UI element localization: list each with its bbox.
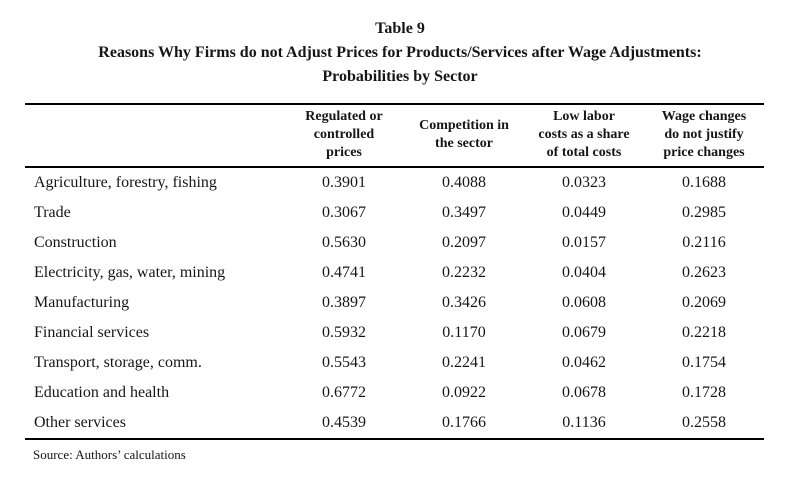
probability-value-cell: 0.1754 <box>682 354 726 371</box>
probability-value-cell: 0.0679 <box>562 324 606 341</box>
probability-value-cell: 0.3426 <box>442 294 486 311</box>
probability-value-cell: 0.2232 <box>442 264 486 281</box>
header-low-labor-costs: Low labor costs as a share of total cost… <box>538 109 630 160</box>
header-competition: Competition in the sector <box>419 118 509 151</box>
probability-value-cell: 0.0922 <box>442 384 486 401</box>
probability-value-cell: 0.0449 <box>562 204 606 221</box>
probability-value-cell: 0.0678 <box>562 384 606 401</box>
table-row: Transport, storage, comm. 0.5543 0.2241 0.0… <box>25 348 764 378</box>
probability-value-cell: 0.1170 <box>442 324 486 341</box>
probability-value-cell: 0.1688 <box>682 174 726 191</box>
probability-value-cell: 0.2097 <box>442 234 486 251</box>
table-number: Table 9 <box>375 20 425 37</box>
probability-value-cell: 0.2558 <box>682 414 726 431</box>
probability-value-cell: 0.3901 <box>322 174 366 191</box>
table-body: Agriculture, forestry, fishing 0.3901 0.40… <box>25 167 764 439</box>
table-row: Education and health 0.6772 0.0922 0.0678 0.… <box>25 378 764 408</box>
probability-value-cell: 0.2218 <box>682 324 726 341</box>
table-row: Other services 0.4539 0.1766 0.1136 0.2558 <box>25 408 764 439</box>
probability-value-cell: 0.2116 <box>682 234 726 251</box>
probability-value-cell: 0.0608 <box>562 294 606 311</box>
probability-value-cell: 0.0157 <box>562 234 606 251</box>
probability-value-cell: 0.0404 <box>562 264 606 281</box>
probability-value-cell: 0.0323 <box>562 174 606 191</box>
probability-value-cell: 0.2069 <box>682 294 726 311</box>
probability-value-cell: 0.5630 <box>322 234 366 251</box>
probability-value-cell: 0.4741 <box>322 264 366 281</box>
sector-label-cell: Financial services <box>34 324 150 341</box>
table-row: Construction 0.5630 0.2097 0.0157 0.2116 <box>25 228 764 258</box>
sector-label-cell: Manufacturing <box>34 294 130 311</box>
table-row: Electricity, gas, water, mining 0.4741 0.2… <box>25 258 764 288</box>
header-wage-changes: Wage changes do not justify price change… <box>661 109 747 160</box>
header-row: Regulated or controlled prices Competiti… <box>25 104 764 167</box>
header-regulated-prices: Regulated or controlled prices <box>305 109 383 160</box>
header-sector-empty <box>25 104 284 167</box>
table-row: Financial services 0.5932 0.1170 0.0679 0.22… <box>25 318 764 348</box>
probability-value-cell: 0.5932 <box>322 324 366 341</box>
probability-value-cell: 0.1728 <box>682 384 726 401</box>
sector-label-cell: Construction <box>34 234 117 251</box>
probability-value-cell: 0.3497 <box>442 204 486 221</box>
probability-value-cell: 0.6772 <box>322 384 366 401</box>
sector-label-cell: Electricity, gas, water, mining <box>34 264 226 281</box>
table-row: Trade 0.3067 0.3497 0.0449 0.2985 <box>25 198 764 228</box>
probability-value-cell: 0.5543 <box>322 354 366 371</box>
table-header: Regulated or controlled prices Competiti… <box>25 104 764 167</box>
probability-value-cell: 0.3897 <box>322 294 366 311</box>
probability-value-cell: 0.1766 <box>442 414 486 431</box>
probability-value-cell: 0.3067 <box>322 204 366 221</box>
table-title-line1: Reasons Why Firms do not Adjust Prices f… <box>98 44 702 61</box>
sector-label-cell: Agriculture, forestry, fishing <box>34 174 217 191</box>
probability-value-cell: 0.2241 <box>442 354 486 371</box>
probability-value-cell: 0.1136 <box>562 414 606 431</box>
probability-value-cell: 0.2985 <box>682 204 726 221</box>
table-row: Agriculture, forestry, fishing 0.3901 0.40… <box>25 167 764 198</box>
probability-value-cell: 0.0462 <box>562 354 606 371</box>
probability-value-cell: 0.4539 <box>322 414 366 431</box>
probabilities-table: Regulated or controlled prices Competiti… <box>25 103 764 440</box>
source-note: Source: Authors’ calculations <box>33 447 186 462</box>
sector-label-cell: Education and health <box>34 384 170 401</box>
document-page: Table 9 Reasons Why Firms do not Adjust … <box>0 0 800 462</box>
probability-value-cell: 0.2623 <box>682 264 726 281</box>
table-title-line2: Probabilities by Sector <box>322 68 478 85</box>
sector-label-cell: Transport, storage, comm. <box>34 354 202 371</box>
table-row: Manufacturing 0.3897 0.3426 0.0608 0.2069 <box>25 288 764 318</box>
sector-label-cell: Trade <box>34 204 71 221</box>
sector-label-cell: Other services <box>34 414 126 431</box>
table-title-block: Table 9 Reasons Why Firms do not Adjust … <box>0 0 800 89</box>
probability-value-cell: 0.4088 <box>442 174 486 191</box>
